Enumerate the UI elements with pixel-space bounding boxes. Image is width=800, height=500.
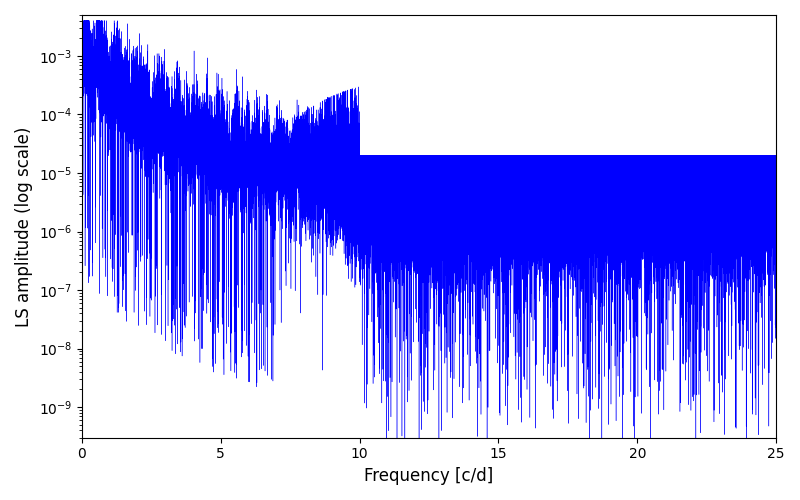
X-axis label: Frequency [c/d]: Frequency [c/d] [364,467,494,485]
Y-axis label: LS amplitude (log scale): LS amplitude (log scale) [15,126,33,326]
